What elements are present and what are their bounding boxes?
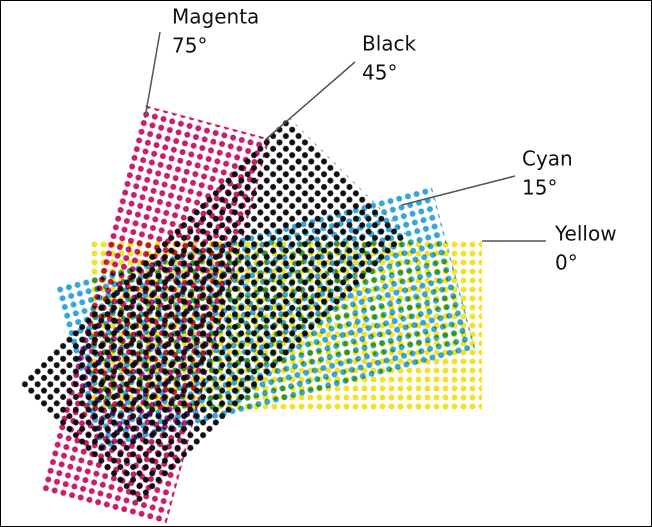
- screens: [18, 104, 482, 526]
- screen-angle: 0°: [555, 251, 578, 275]
- dot-screen: [18, 115, 408, 505]
- leader-line: [144, 31, 161, 119]
- labels: Magenta 75° Black 45° Cyan 15° Yellow 0°: [144, 5, 617, 275]
- screen-name: Black: [362, 32, 417, 56]
- screen-name: Yellow: [554, 222, 617, 246]
- screen-group: [18, 115, 408, 505]
- leader-line: [401, 175, 516, 206]
- leader-line: [264, 61, 356, 141]
- screen-name: Magenta: [172, 5, 259, 29]
- screen-angle: 75°: [172, 34, 207, 58]
- screen-angle: 45°: [362, 61, 397, 85]
- screen-name: Cyan: [522, 147, 573, 171]
- screen-angle: 15°: [522, 176, 557, 200]
